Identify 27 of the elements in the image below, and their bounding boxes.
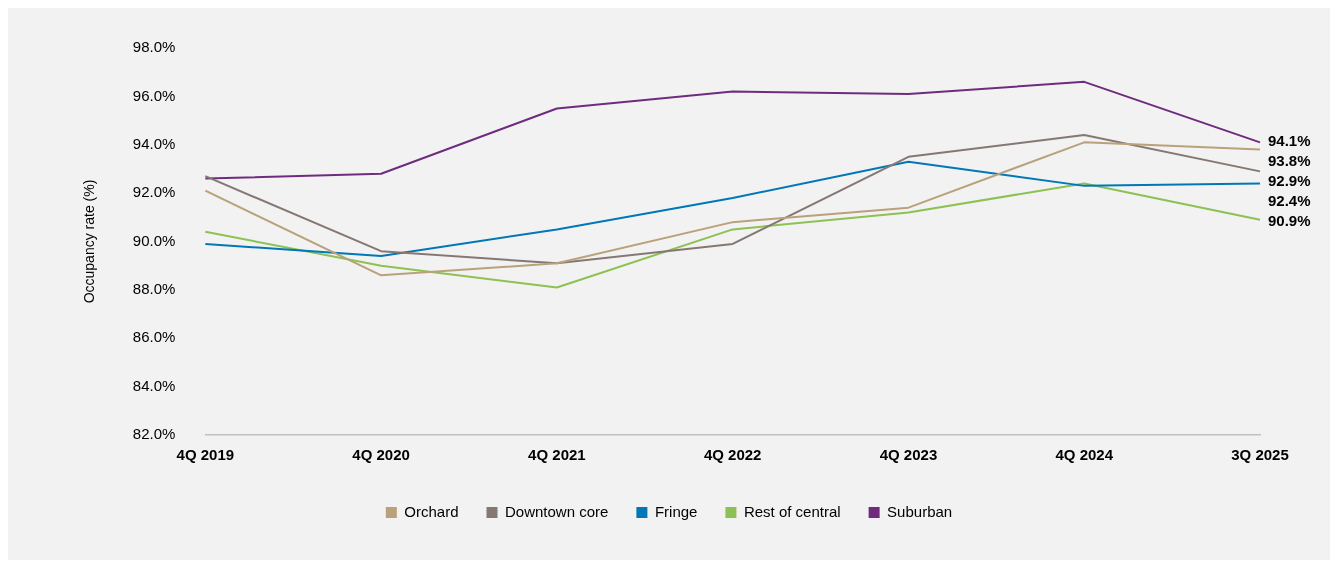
y-tick-label: 98.0% [132, 38, 176, 56]
x-tick-label: 4Q 2021 [528, 446, 586, 464]
y-axis-title: Occupancy rate (%) [81, 179, 98, 304]
y-tick-label: 92.0% [132, 183, 176, 201]
y-tick-label: 94.0% [132, 134, 176, 152]
y-tick-label: 84.0% [132, 376, 176, 394]
legend-label: Suburban [887, 502, 953, 520]
x-tick-label: 4Q 2020 [352, 446, 410, 464]
x-tick-label: 3Q 2025 [1231, 446, 1289, 464]
data-label: 92.9% [1268, 172, 1311, 190]
legend-label: Fringe [654, 502, 698, 520]
legend-label: Rest of central [743, 502, 841, 520]
data-label: 92.4% [1268, 192, 1311, 210]
y-tick-label: 96.0% [132, 86, 176, 104]
y-tick-label: 86.0% [132, 328, 176, 346]
x-tick-label: 4Q 2023 [879, 446, 938, 464]
x-tick-label: 4Q 2022 [703, 446, 762, 464]
data-label: 94.1% [1268, 132, 1311, 150]
x-tick-label: 4Q 2019 [176, 446, 235, 464]
legend-label: Orchard [404, 502, 459, 520]
data-label: 93.8% [1268, 152, 1311, 170]
y-tick-label: 90.0% [132, 231, 176, 249]
legend-label: Downtown core [505, 502, 609, 520]
y-tick-label: 88.0% [132, 280, 176, 298]
x-tick-label: 4Q 2024 [1055, 446, 1114, 464]
y-tick-label: 82.0% [132, 425, 176, 443]
data-label: 90.9% [1268, 212, 1311, 230]
